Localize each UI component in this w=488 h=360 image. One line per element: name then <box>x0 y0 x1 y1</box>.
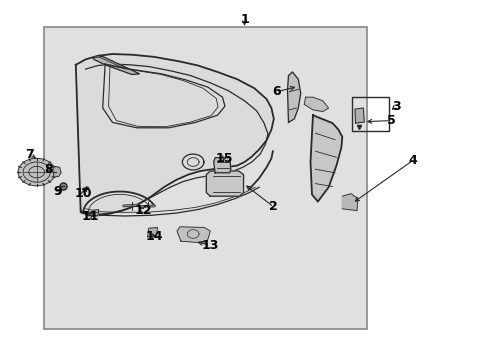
Polygon shape <box>76 54 273 216</box>
Polygon shape <box>304 97 328 112</box>
Text: 6: 6 <box>271 85 280 98</box>
Text: 3: 3 <box>391 100 400 113</box>
Text: 5: 5 <box>386 114 395 127</box>
Text: 9: 9 <box>53 185 62 198</box>
Text: 11: 11 <box>81 210 99 223</box>
Text: 7: 7 <box>25 148 34 161</box>
Text: 13: 13 <box>201 239 219 252</box>
Polygon shape <box>342 194 357 211</box>
Bar <box>44 27 366 329</box>
Text: 12: 12 <box>134 204 152 217</box>
Text: 1: 1 <box>240 13 248 26</box>
Text: 4: 4 <box>408 154 417 167</box>
Circle shape <box>29 166 44 178</box>
Polygon shape <box>92 210 99 216</box>
Polygon shape <box>147 228 157 237</box>
Text: 14: 14 <box>145 230 163 243</box>
Text: 8: 8 <box>44 163 53 176</box>
Text: 15: 15 <box>215 152 232 165</box>
Polygon shape <box>213 158 230 173</box>
Text: 2: 2 <box>269 201 278 213</box>
Circle shape <box>23 162 50 182</box>
Polygon shape <box>287 72 300 122</box>
Polygon shape <box>93 57 139 75</box>
Polygon shape <box>177 227 210 243</box>
Polygon shape <box>310 115 342 202</box>
Bar <box>351 97 388 131</box>
Polygon shape <box>206 171 243 196</box>
Circle shape <box>18 158 55 186</box>
Polygon shape <box>354 108 364 123</box>
Text: 10: 10 <box>74 187 92 200</box>
Polygon shape <box>53 166 61 177</box>
